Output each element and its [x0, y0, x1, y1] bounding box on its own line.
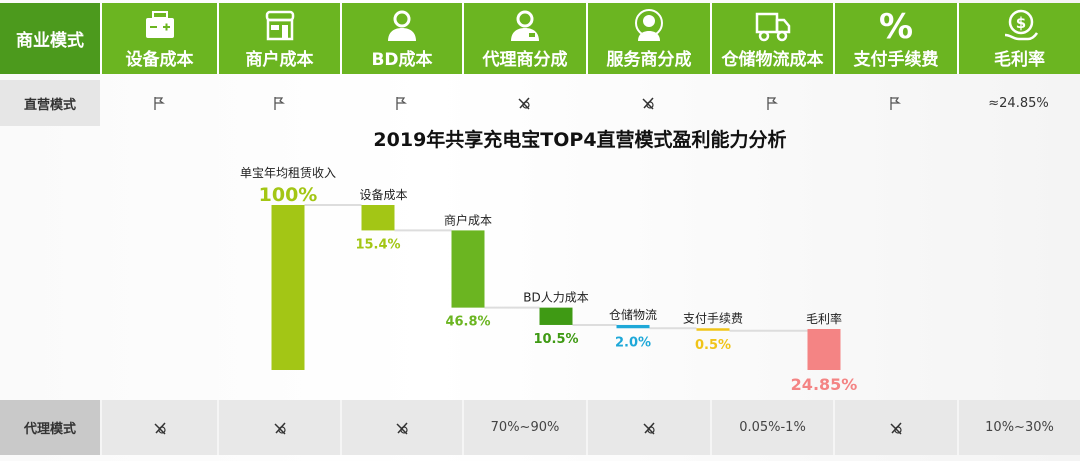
cell-value: 0.05%-1% [739, 420, 806, 435]
category-label: 仓储物流 [609, 307, 657, 322]
header-col-label: 设备成本 [125, 50, 194, 70]
flag-icon [766, 97, 778, 110]
cross-icon [518, 97, 530, 110]
category-label: 设备成本 [360, 188, 408, 202]
category-label: 支付手续费 [683, 311, 743, 325]
header-col-label: 仓储物流成本 [721, 50, 824, 70]
cross-icon [890, 421, 902, 435]
table-cell: 10%~30% [957, 400, 1080, 455]
percent-icon: % [879, 8, 913, 42]
table-cell [340, 80, 462, 126]
value-label: 100% [259, 184, 318, 206]
flag-icon [273, 97, 285, 110]
cross-icon [642, 97, 654, 110]
money-hand-icon: $ [1004, 9, 1038, 41]
bar [451, 230, 485, 308]
table-cell [217, 80, 340, 126]
header-row: 商业模式 设备成本 商户成本 BD成本 代理商分成 服务商分成 仓储物流成本% 支付手续费 $… [0, 3, 1080, 74]
value-label: 2.0% [615, 335, 651, 350]
chart-title: 2019年共享充电宝TOP4直营模式盈利能力分析 [373, 129, 787, 151]
flag-icon [890, 97, 901, 110]
cross-icon [153, 421, 166, 435]
cell-value: 10%~30% [985, 420, 1054, 435]
header-col-label: 服务商分成 [606, 50, 692, 70]
header-col-label: 商户成本 [245, 50, 314, 70]
category-label: 毛利率 [806, 311, 842, 326]
header-col: 代理商分成 [462, 3, 586, 74]
cross-icon [273, 421, 286, 435]
table-cell [100, 80, 217, 126]
svg-text:$: $ [1015, 14, 1025, 32]
row-label: 代理模式 [0, 400, 100, 455]
bar [361, 205, 395, 231]
agent-icon [511, 10, 539, 41]
table-cell [217, 400, 340, 455]
waterfall-chart: 单宝年均租赁收入 100% 设备成本 15.4% 商户成本 46.8% BD人力成本 10.5… [240, 166, 858, 394]
bar [271, 205, 305, 370]
header-col-label: 毛利率 [994, 50, 1045, 70]
category-label: BD人力成本 [523, 291, 588, 305]
bar [539, 307, 573, 325]
table-cell [586, 400, 710, 455]
table-cell [833, 400, 957, 455]
truck-icon [755, 12, 790, 42]
category-label: 商户成本 [444, 212, 492, 227]
cross-icon [643, 421, 655, 435]
svg-text:%: % [879, 8, 913, 42]
cell-value: 70%~90% [490, 420, 560, 435]
header-col-label: 代理商分成 [482, 50, 568, 70]
category-label: 单宝年均租赁收入 [240, 166, 336, 180]
value-label: 24.85% [791, 375, 858, 394]
service-person-icon [635, 9, 663, 41]
flag-icon [396, 97, 407, 110]
table-cell [586, 80, 710, 126]
value-label: 10.5% [533, 332, 578, 347]
value-label: 15.4% [355, 237, 400, 252]
table-cell [340, 400, 462, 455]
store-icon [265, 10, 294, 41]
bar [696, 328, 730, 331]
bar [616, 324, 650, 329]
header-corner: 商业模式 [0, 3, 100, 74]
header-col: 服务商分成 [586, 3, 710, 74]
header-col-label: 支付手续费 [853, 50, 939, 70]
table-cell [462, 80, 586, 126]
table-cell [710, 80, 833, 126]
person-icon [388, 10, 416, 41]
flag-icon [153, 97, 165, 110]
header-col: 设备成本 [100, 3, 217, 74]
header-col: % 支付手续费 [833, 3, 957, 74]
header-col-label: BD成本 [371, 50, 433, 70]
bar [807, 328, 841, 370]
table-cell: ≈24.85% [957, 80, 1080, 126]
cross-icon [396, 421, 408, 435]
battery-icon [145, 11, 174, 38]
value-label: 0.5% [695, 338, 731, 353]
direct-mode-row: 直营模式 ≈24.85% [0, 80, 1080, 126]
table-cell: 0.05%-1% [710, 400, 833, 455]
cell-value: ≈24.85% [988, 95, 1049, 111]
agent-mode-row: 代理模式 70%~90% 0.05%-1% 10%~30% [0, 400, 1080, 455]
row-label: 直营模式 [0, 80, 100, 126]
table-cell [100, 400, 217, 455]
header-col: $ 毛利率 [957, 3, 1080, 74]
table-cell [833, 80, 957, 126]
header-col: 商户成本 [217, 3, 340, 74]
header-col: 仓储物流成本 [710, 3, 833, 74]
value-label: 46.8% [445, 315, 490, 330]
header-col: BD成本 [340, 3, 462, 74]
table-cell: 70%~90% [462, 400, 586, 455]
